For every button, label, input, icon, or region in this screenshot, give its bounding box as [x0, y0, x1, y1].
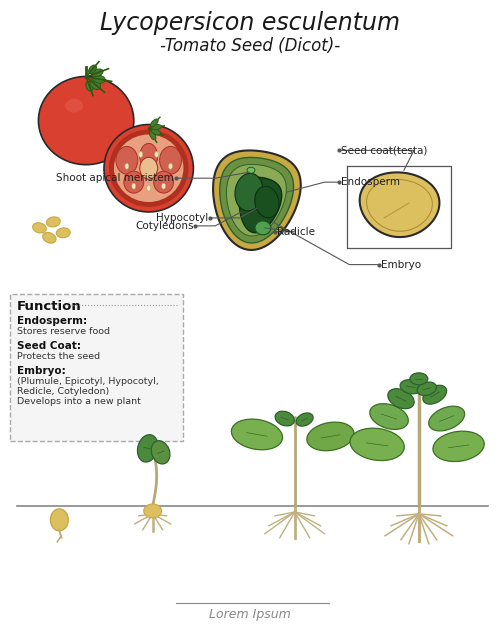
Text: Endosperm:: Endosperm:	[17, 316, 87, 326]
Text: Hypocotyl: Hypocotyl	[156, 213, 208, 223]
FancyBboxPatch shape	[10, 294, 183, 441]
Ellipse shape	[423, 385, 446, 404]
Ellipse shape	[388, 389, 414, 409]
Text: Seed coat(testa): Seed coat(testa)	[341, 145, 428, 155]
Text: Protects the seed: Protects the seed	[17, 352, 100, 361]
Ellipse shape	[247, 167, 255, 173]
Text: Lorem Ipsum: Lorem Ipsum	[209, 608, 291, 621]
Text: (Plumule, Epicotyl, Hypocotyl,: (Plumule, Epicotyl, Hypocotyl,	[17, 377, 158, 386]
Ellipse shape	[429, 406, 464, 431]
Text: Cotyledons: Cotyledons	[135, 221, 193, 231]
Ellipse shape	[140, 143, 158, 169]
Ellipse shape	[307, 422, 354, 451]
Ellipse shape	[109, 130, 188, 207]
Ellipse shape	[139, 151, 143, 157]
Polygon shape	[360, 172, 439, 237]
Ellipse shape	[350, 428, 404, 461]
Ellipse shape	[125, 163, 129, 169]
Ellipse shape	[92, 69, 103, 76]
Ellipse shape	[89, 65, 96, 73]
Ellipse shape	[151, 441, 170, 464]
Ellipse shape	[144, 504, 162, 518]
Ellipse shape	[410, 373, 428, 385]
Polygon shape	[220, 157, 294, 243]
Ellipse shape	[231, 419, 283, 450]
Ellipse shape	[235, 173, 263, 211]
Ellipse shape	[162, 183, 165, 189]
Text: Stores reserve food: Stores reserve food	[17, 327, 110, 336]
Ellipse shape	[56, 228, 70, 238]
Text: Redicle, Cotyledon): Redicle, Cotyledon)	[17, 387, 109, 396]
Ellipse shape	[86, 81, 93, 91]
Text: Lycopersicon esculentum: Lycopersicon esculentum	[100, 11, 400, 35]
Ellipse shape	[152, 125, 161, 130]
Ellipse shape	[400, 379, 422, 394]
Ellipse shape	[65, 99, 83, 113]
Ellipse shape	[33, 223, 46, 233]
Ellipse shape	[116, 146, 138, 174]
Ellipse shape	[124, 172, 144, 193]
Ellipse shape	[255, 187, 279, 218]
Ellipse shape	[370, 404, 408, 429]
Ellipse shape	[132, 183, 136, 189]
Ellipse shape	[147, 185, 151, 191]
Text: Embryo: Embryo	[381, 260, 421, 270]
Text: Shoot apical meristem: Shoot apical meristem	[56, 173, 173, 183]
Text: Endosperm: Endosperm	[341, 177, 400, 187]
Ellipse shape	[151, 129, 160, 135]
Text: Seed Coat:: Seed Coat:	[17, 341, 81, 351]
Text: Radicle: Radicle	[277, 227, 315, 237]
Ellipse shape	[155, 151, 159, 157]
Ellipse shape	[39, 76, 134, 165]
Ellipse shape	[160, 146, 181, 174]
Ellipse shape	[149, 131, 156, 140]
Ellipse shape	[275, 411, 295, 426]
Ellipse shape	[168, 163, 172, 169]
Ellipse shape	[137, 434, 158, 462]
Text: Develops into a new plant: Develops into a new plant	[17, 397, 140, 406]
Ellipse shape	[114, 135, 183, 202]
Ellipse shape	[433, 431, 484, 461]
Ellipse shape	[51, 509, 68, 531]
Ellipse shape	[90, 80, 101, 90]
Text: -Tomato Seed (Dicot)-: -Tomato Seed (Dicot)-	[160, 37, 340, 55]
Ellipse shape	[140, 157, 158, 179]
Ellipse shape	[47, 217, 60, 227]
Polygon shape	[213, 150, 301, 250]
Ellipse shape	[93, 75, 105, 83]
Ellipse shape	[417, 382, 436, 396]
Text: Embryo:: Embryo:	[17, 366, 65, 376]
Ellipse shape	[255, 221, 271, 235]
Polygon shape	[226, 165, 286, 236]
Ellipse shape	[296, 413, 313, 426]
Ellipse shape	[43, 232, 56, 243]
Ellipse shape	[154, 172, 173, 193]
Ellipse shape	[104, 125, 193, 212]
Text: Function: Function	[17, 300, 81, 314]
Polygon shape	[239, 177, 282, 233]
Ellipse shape	[150, 119, 158, 127]
